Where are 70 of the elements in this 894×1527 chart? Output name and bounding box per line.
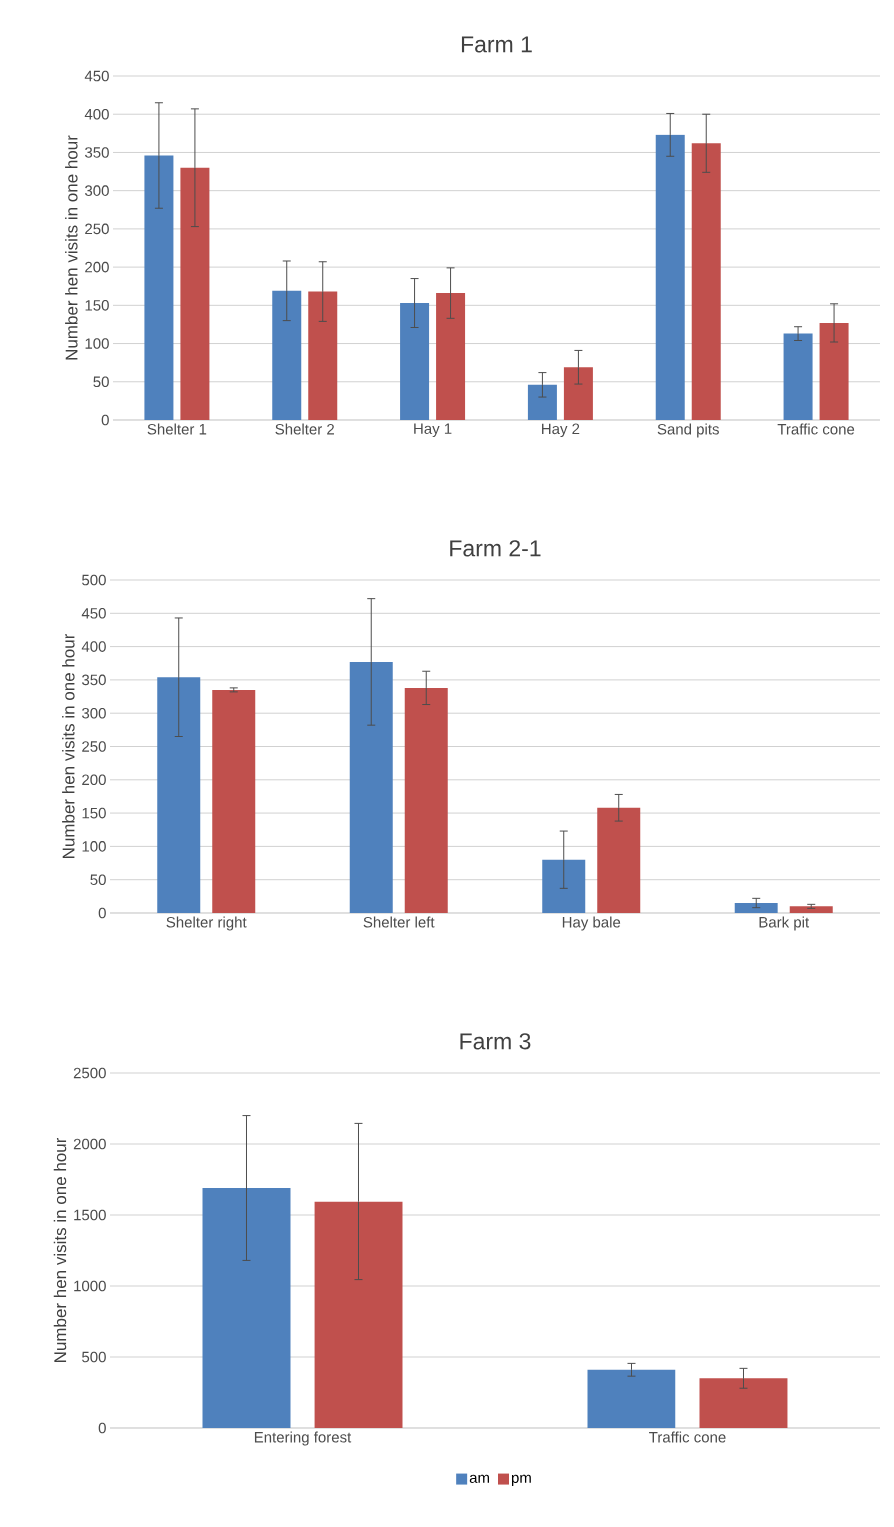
y-tick-label: 350 xyxy=(82,674,106,686)
bar xyxy=(180,167,210,420)
x-tick-label: Shelter left xyxy=(363,916,435,928)
bar xyxy=(202,1188,291,1428)
y-tick-label: 0 xyxy=(98,1422,106,1434)
y-tick-label: 250 xyxy=(82,741,106,752)
chart-title: Farm 1 xyxy=(461,36,532,53)
y-tick-label: 300 xyxy=(85,185,109,196)
bar xyxy=(691,143,721,420)
y-tick-label: 200 xyxy=(82,774,106,786)
bar xyxy=(699,1378,788,1428)
y-tick-label: 50 xyxy=(93,376,109,388)
bar xyxy=(563,367,593,420)
x-tick-label: Traffic cone xyxy=(649,1431,726,1443)
bar xyxy=(212,689,256,913)
x-tick-label: Traffic cone xyxy=(777,423,855,435)
chart-title: Farm 3 xyxy=(460,1033,531,1050)
bar xyxy=(272,290,302,420)
y-axis-title: Number hen visits in one hour xyxy=(53,1137,67,1363)
y-tick-label: 100 xyxy=(82,841,106,852)
y-tick-label: 0 xyxy=(98,907,106,919)
x-tick-label: Entering forest xyxy=(254,1431,352,1446)
x-tick-label: Sand pits xyxy=(657,423,719,438)
x-tick-label: Bark pit xyxy=(759,916,810,931)
y-tick-label: 1000 xyxy=(74,1280,106,1292)
legend-label: am xyxy=(469,1474,489,1483)
bar xyxy=(819,322,849,420)
y-tick-label: 300 xyxy=(82,707,106,719)
y-tick-label: 450 xyxy=(84,70,109,82)
y-axis-title: Number hen visits in one hour xyxy=(62,633,75,859)
y-tick-label: 100 xyxy=(85,338,109,349)
bar xyxy=(400,303,430,420)
bar xyxy=(349,661,393,913)
x-tick-label: Shelter right xyxy=(166,916,247,931)
y-tick-label: 250 xyxy=(85,223,109,235)
x-tick-label: Hay 1 xyxy=(414,423,452,437)
x-tick-label: Hay bale xyxy=(562,916,621,931)
bar xyxy=(144,155,174,420)
bar xyxy=(436,293,466,420)
bar xyxy=(587,1369,676,1428)
bar xyxy=(404,687,448,913)
y-tick-label: 150 xyxy=(85,300,109,311)
bar xyxy=(734,903,778,913)
y-tick-label: 500 xyxy=(82,1351,106,1363)
bar xyxy=(783,333,813,420)
bar xyxy=(314,1201,403,1428)
y-tick-label: 0 xyxy=(101,414,109,426)
y-tick-label: 400 xyxy=(81,641,106,652)
y-tick-label: 2000 xyxy=(73,1138,106,1150)
x-tick-label: Hay 2 xyxy=(542,423,580,438)
bar xyxy=(655,134,685,420)
y-tick-label: 150 xyxy=(82,807,106,819)
x-tick-label: Shelter 2 xyxy=(275,423,334,435)
y-tick-label: 50 xyxy=(90,874,106,885)
bar xyxy=(789,906,833,913)
y-tick-label: 2500 xyxy=(73,1067,106,1079)
legend-label: pm xyxy=(511,1474,531,1486)
y-tick-label: 200 xyxy=(85,261,109,273)
bar xyxy=(597,807,641,913)
bar xyxy=(308,291,338,420)
bar xyxy=(157,677,201,913)
y-tick-label: 1500 xyxy=(74,1209,106,1221)
x-tick-label: Shelter 1 xyxy=(147,423,207,435)
chart-title: Farm 2-1 xyxy=(450,540,541,557)
bar xyxy=(527,384,557,420)
y-tick-label: 400 xyxy=(84,108,109,120)
y-tick-label: 350 xyxy=(85,147,109,158)
y-tick-label: 450 xyxy=(81,607,106,619)
y-tick-label: 500 xyxy=(82,574,106,586)
y-axis-title: Number hen visits in one hour xyxy=(65,135,78,360)
